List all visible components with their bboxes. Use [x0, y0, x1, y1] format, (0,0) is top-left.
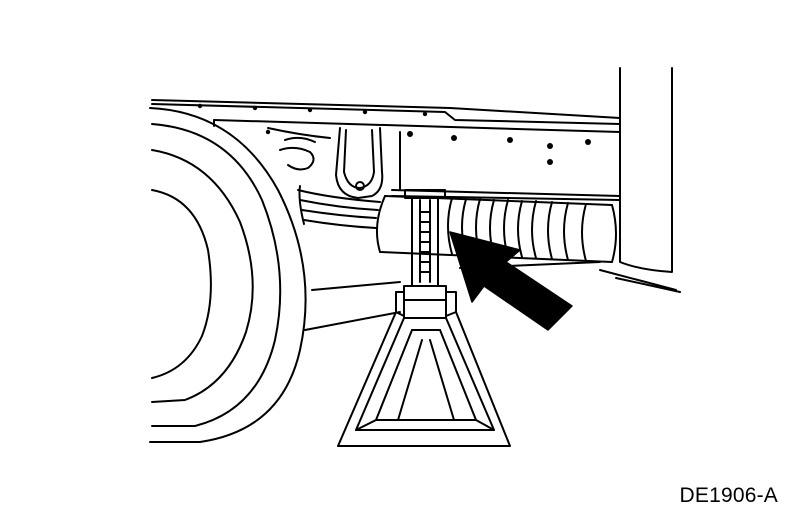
frame-rail — [151, 99, 621, 201]
spring-hanger — [335, 127, 384, 199]
tire — [149, 107, 307, 443]
frame-holes — [197, 103, 591, 165]
body-panel — [599, 67, 681, 293]
jack-stand — [337, 189, 511, 447]
black-arrow-icon — [449, 231, 573, 331]
leaf-spring — [297, 185, 381, 229]
figure-code: DE1906-A — [679, 484, 778, 507]
